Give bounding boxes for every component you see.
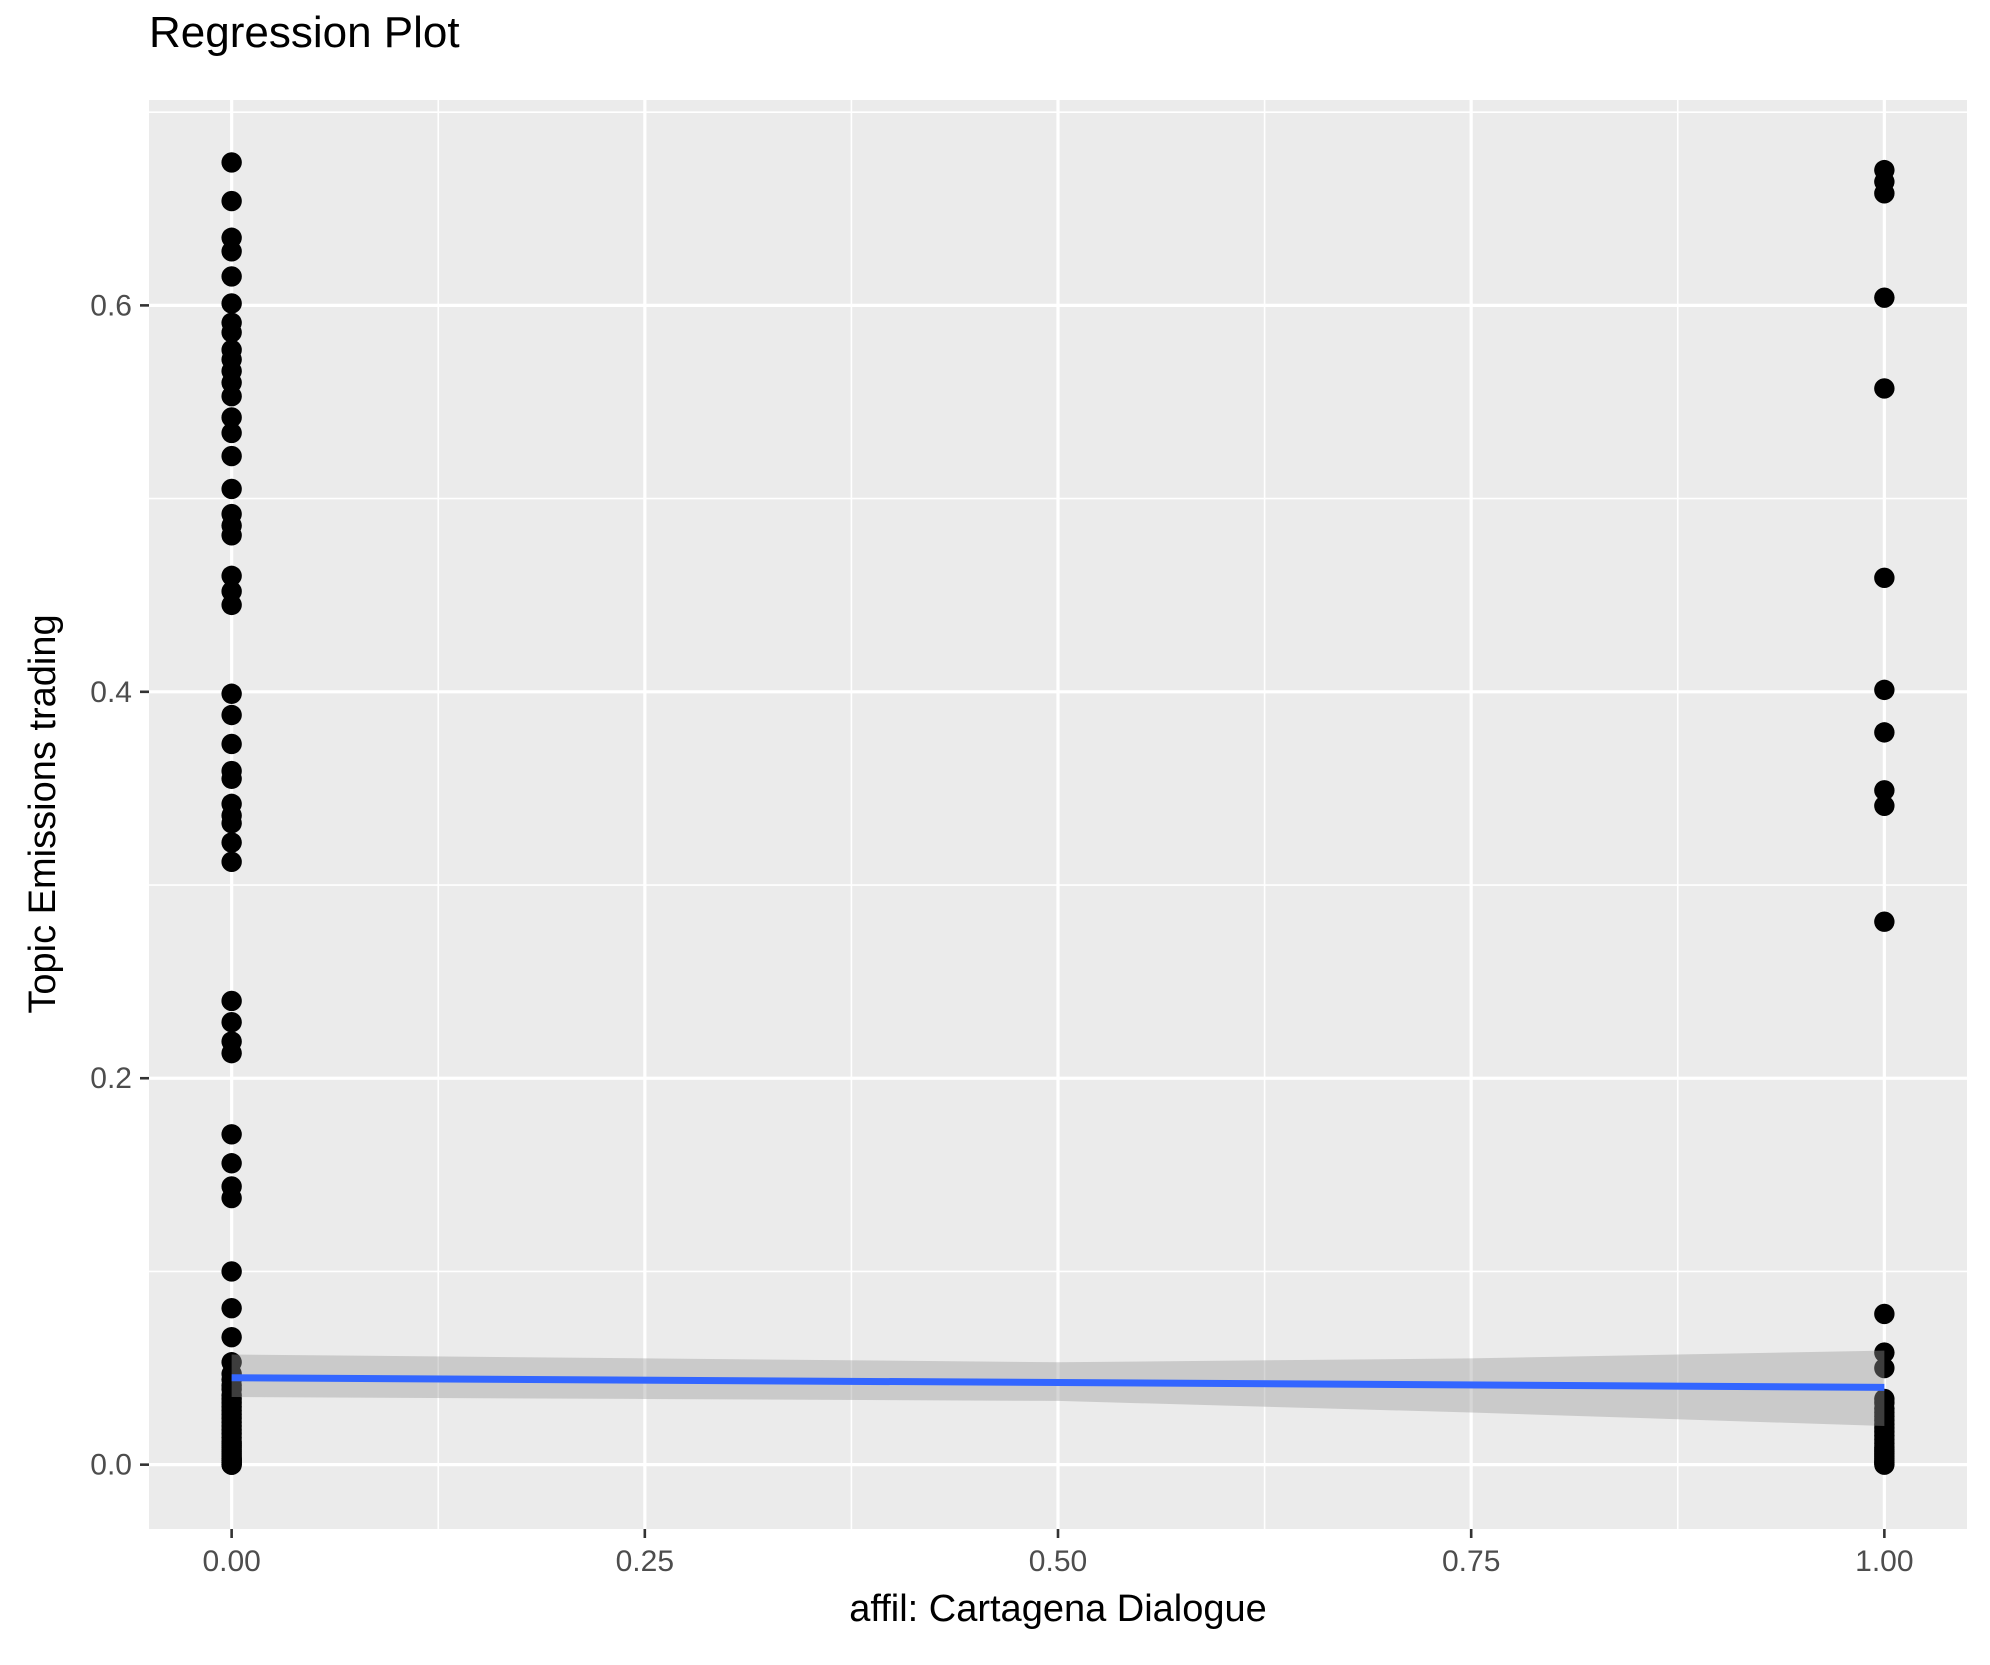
x-tick-label: 0.75 xyxy=(1442,1545,1500,1578)
data-point xyxy=(221,1326,242,1348)
data-point xyxy=(1874,795,1895,817)
data-point xyxy=(221,832,242,853)
data-point xyxy=(1874,1303,1895,1325)
data-point xyxy=(1874,378,1895,399)
x-tick-label: 0.00 xyxy=(202,1545,260,1578)
data-point xyxy=(221,322,242,343)
data-point xyxy=(1874,722,1895,743)
x-tick-label: 1.00 xyxy=(1855,1545,1913,1578)
y-axis-title: Topic Emissions trading xyxy=(22,614,64,1014)
data-point xyxy=(221,445,242,467)
data-point xyxy=(221,733,242,755)
data-point xyxy=(221,385,242,407)
data-point xyxy=(221,1297,242,1319)
y-tick-label: 0.6 xyxy=(90,289,132,322)
data-point xyxy=(221,1042,242,1064)
data-point xyxy=(221,266,242,287)
data-point xyxy=(221,1153,242,1174)
data-point xyxy=(221,1124,242,1145)
data-point xyxy=(1874,780,1895,801)
data-point xyxy=(221,1454,242,1475)
data-point xyxy=(221,1012,242,1033)
data-point xyxy=(221,478,242,500)
data-point xyxy=(221,525,242,546)
data-point xyxy=(1874,567,1895,589)
data-point xyxy=(221,241,242,262)
scatter-points xyxy=(221,152,1895,1475)
y-tick-label: 0.0 xyxy=(90,1449,132,1482)
data-point xyxy=(221,1187,242,1209)
data-point xyxy=(221,407,242,428)
data-point xyxy=(221,683,242,704)
plot-title: Regression Plot xyxy=(149,8,460,57)
axis-tick-labels: 0.00 0.25 0.50 0.75 1.00 0.0 0.2 0.4 0.6 xyxy=(90,289,1913,1578)
data-point xyxy=(1874,183,1895,204)
data-point xyxy=(221,594,242,616)
x-tick-label: 0.25 xyxy=(616,1545,674,1578)
data-point xyxy=(221,422,242,444)
data-point xyxy=(221,704,242,726)
x-tick-label: 0.50 xyxy=(1029,1545,1087,1578)
data-point xyxy=(221,565,242,587)
x-axis-title: affil: Cartagena Dialogue xyxy=(849,1588,1267,1630)
data-point xyxy=(1874,1454,1895,1475)
confidence-ribbon xyxy=(231,1350,1885,1427)
data-point xyxy=(221,851,242,873)
data-point xyxy=(221,812,242,834)
data-point xyxy=(221,190,242,212)
axis-tick-marks xyxy=(140,304,1886,1538)
y-tick-label: 0.4 xyxy=(90,676,132,709)
data-point xyxy=(221,1261,242,1282)
data-point xyxy=(1874,911,1895,932)
data-point xyxy=(1874,679,1895,701)
data-point xyxy=(221,152,242,173)
data-point xyxy=(1874,1357,1895,1379)
y-tick-label: 0.2 xyxy=(90,1062,132,1095)
data-point xyxy=(221,990,242,1012)
regression-line xyxy=(231,1374,1885,1391)
data-point xyxy=(221,768,242,789)
data-point xyxy=(221,293,242,314)
data-point xyxy=(1874,1342,1895,1363)
data-point xyxy=(1874,287,1895,308)
